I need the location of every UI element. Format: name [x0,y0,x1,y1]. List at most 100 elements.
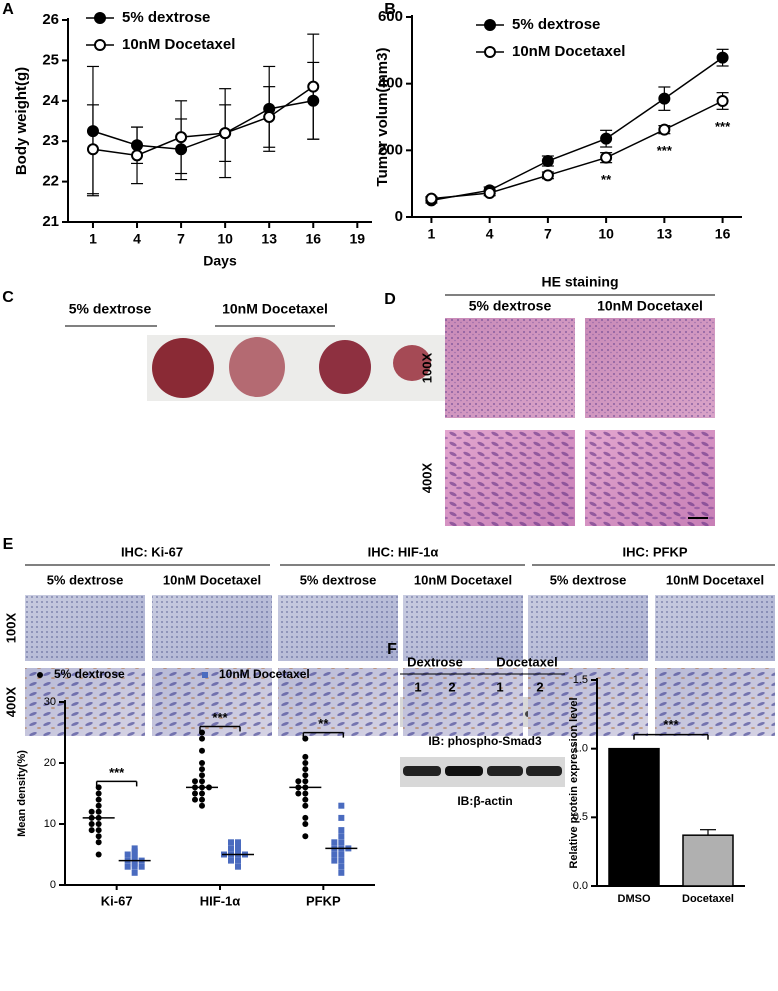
x-tick-label: 1 [89,231,97,247]
x-tick-label: Ki-67 [101,893,133,908]
x-tick-label: 10 [217,231,233,247]
point [716,95,729,107]
y-tick-label: 20 [44,757,56,769]
he-image [585,318,715,418]
y-tick-label: 0.0 [573,880,588,892]
point [338,869,345,876]
label: 100X [419,352,434,383]
point [263,110,276,123]
x-tick-label: 4 [486,226,494,242]
point [95,790,102,797]
legend-label: 5% dextrose [122,9,210,26]
point [302,772,309,779]
point [235,845,241,852]
legend-marker [37,672,43,678]
x-tick-label: 7 [544,226,552,242]
ihc-image [528,595,648,661]
ihc-image [528,668,648,736]
point [192,778,198,785]
label: 10nM Docetaxel [666,572,764,587]
ihc-image [403,668,523,736]
x-tick-label: 16 [715,226,731,242]
panel-letter: F [387,641,397,658]
band [487,766,523,776]
point [302,753,309,760]
point [302,833,309,840]
point [541,155,554,167]
y-axis-label: Body weight(g) [13,67,30,175]
label: 5% dextrose [300,572,377,587]
tumor [152,338,214,398]
label: 1 [414,679,421,694]
he-image [585,430,715,526]
point [235,863,241,870]
point [302,790,309,797]
ihc-image [278,668,398,736]
point [307,80,320,93]
series-line [92,86,314,157]
y-axis-label: Relative protein expression level [568,697,580,868]
point [88,808,95,815]
legend-marker [94,39,106,51]
point [88,827,95,834]
x-tick-label: 1 [428,226,436,242]
point [302,760,309,766]
point [600,132,613,145]
y-axis-label: Mean density(%) [16,750,28,837]
annotation: *** [212,710,228,725]
panel-letter: A [2,1,14,18]
panel-letter: D [384,291,396,308]
point [95,808,102,815]
point [235,839,241,846]
point [302,796,309,803]
x-tick-label: DMSO [618,893,651,905]
band [403,766,441,776]
point [235,842,241,849]
annotation: *** [715,119,731,134]
point [86,143,99,156]
x-tick-label: 13 [657,226,673,242]
label: 10nM Docetaxel [414,572,512,587]
point [302,821,309,827]
label: 5% dextrose [469,298,552,314]
y-tick-label: 21 [42,213,59,230]
he-image [445,318,575,418]
x-tick-label: 7 [177,231,185,247]
series-line [92,100,314,151]
point [302,778,309,785]
point [338,827,345,834]
x-tick-label: HIF-1α [200,893,241,908]
point [228,857,234,864]
point [199,772,205,779]
ihc-image [655,595,775,661]
legend-label: 5% dextrose [54,667,125,681]
y-tick-label: 400 [378,75,403,92]
label: 400X [419,462,434,493]
point [541,169,554,182]
label: 100X [3,612,18,643]
y-axis-label: Tumor volum(mm3) [374,48,391,187]
point [331,839,338,846]
point [95,821,102,827]
x-tick-label: 10 [598,226,614,242]
point [235,848,241,855]
label: IB:β-actin [457,794,512,808]
point [228,839,234,846]
y-tick-label: 24 [42,92,59,109]
label: 1 [496,679,503,694]
point [331,857,338,864]
annotation: ** [601,172,612,187]
point [175,131,188,144]
point [658,92,671,105]
point [199,735,205,742]
ihc-image [655,668,775,736]
legend-label: 10nM Docetaxel [122,36,235,53]
y-tick-label: 25 [42,51,59,68]
point [131,845,138,852]
point [95,833,102,840]
point [199,778,205,785]
point [716,51,729,64]
point [131,860,138,867]
y-tick-label: 1.0 [573,743,588,755]
